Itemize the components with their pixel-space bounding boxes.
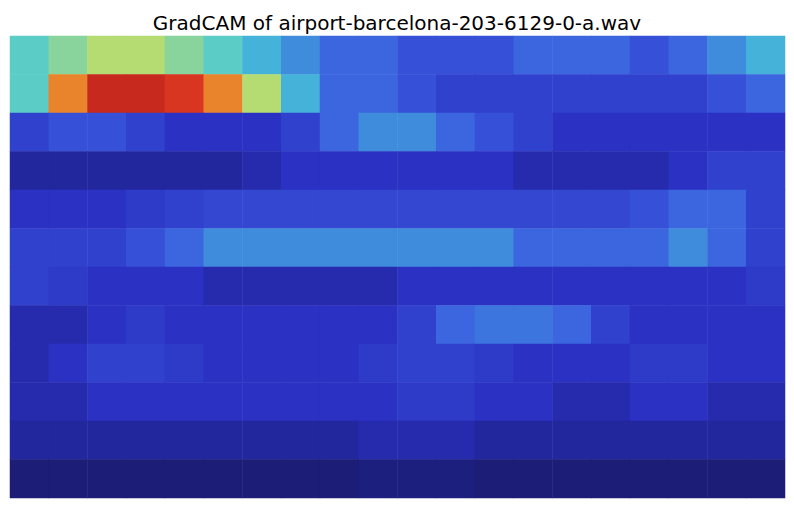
svg-text:GradCAM of airport-barcelona-2: GradCAM of airport-barcelona-203-6129-0-… — [153, 11, 641, 35]
